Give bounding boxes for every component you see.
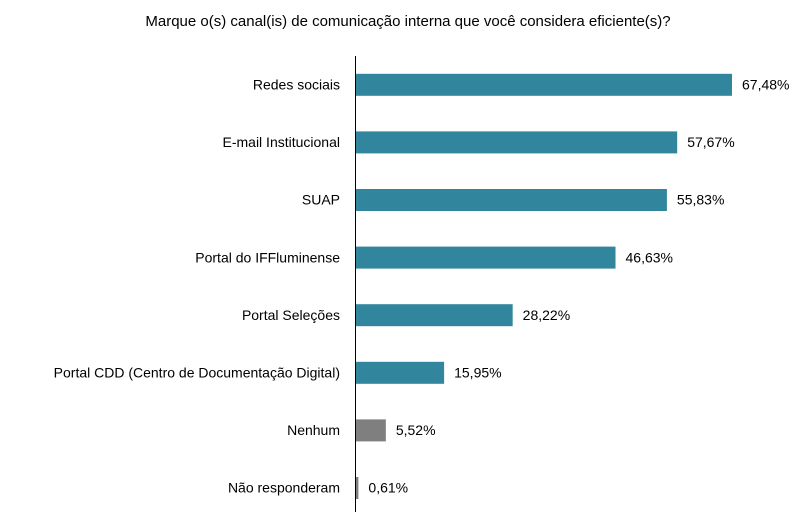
value-label: 67,48% (742, 77, 789, 93)
value-label: 5,52% (396, 422, 436, 438)
bar (356, 361, 445, 384)
y-tick-label: Nenhum (287, 422, 340, 438)
bar (356, 131, 678, 154)
value-label: 0,61% (368, 480, 408, 496)
bar (356, 189, 667, 211)
bar (356, 246, 616, 269)
bar (356, 419, 386, 442)
chart-title: Marque o(s) canal(is) de comunicação int… (145, 13, 670, 30)
bar (356, 73, 732, 96)
value-label: 46,63% (626, 249, 673, 265)
bar (356, 304, 513, 327)
y-tick-label: Redes sociais (253, 77, 340, 93)
value-label: 55,83% (677, 192, 724, 208)
y-tick-label: Não responderam (228, 480, 340, 496)
y-tick-label: Portal do IFFluminense (195, 249, 340, 265)
y-tick-label: E-mail Institucional (223, 134, 341, 150)
value-label: 28,22% (523, 307, 570, 323)
y-tick-label: SUAP (302, 192, 340, 208)
bar (356, 477, 359, 499)
value-label: 57,67% (687, 134, 734, 150)
y-tick-label: Portal CDD (Centro de Documentação Digit… (54, 365, 340, 381)
y-tick-label: Portal Seleções (242, 307, 340, 323)
value-label: 15,95% (454, 365, 501, 381)
